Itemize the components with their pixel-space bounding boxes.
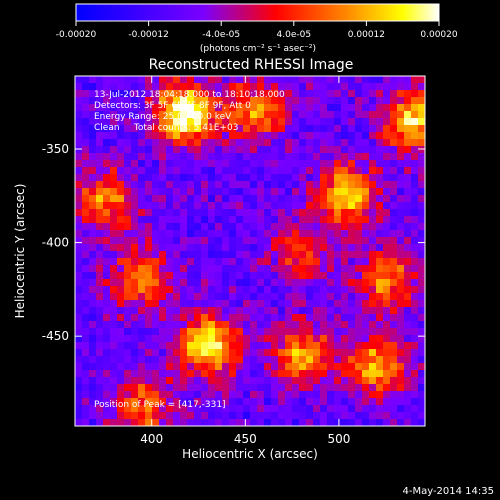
peak-position-label: Position of Peak = [417,-331] xyxy=(94,400,226,410)
x-tick-label: 400 xyxy=(140,432,163,446)
footer-date: 4-May-2014 14:35 xyxy=(402,486,494,497)
colorbar-tick-label: -0.00020 xyxy=(56,30,97,40)
colorbar-unit-label: (photons cm⁻² s⁻¹ asec⁻²) xyxy=(200,44,316,54)
info-line-energy: Energy Range: 25.0 - 50.0 keV xyxy=(94,112,232,122)
colorbar-ticks: -0.00020 -0.00012 -4.0e-05 4.0e-05 0.00012 0.… xyxy=(56,21,458,40)
info-line-detectors: Detectors: 3F 5F 6F 7F 8F 9F, Att 0 xyxy=(94,101,251,111)
y-tick-label: -450 xyxy=(42,329,69,343)
info-block: 13-Jul-2012 18:04:18.000 to 18:10:18.000… xyxy=(94,90,285,133)
colorbar-tick-label: 0.00012 xyxy=(348,30,385,40)
colorbar-tick-label: -0.00012 xyxy=(128,30,168,40)
info-line-time: 13-Jul-2012 18:04:18.000 to 18:10:18.000 xyxy=(94,90,285,100)
x-tick-label: 500 xyxy=(327,432,350,446)
heatmap-image xyxy=(75,76,425,426)
plot-frame xyxy=(74,75,426,427)
colorbar-tick-label: -4.0e-05 xyxy=(202,30,240,40)
colorbar-tick-label: 4.0e-05 xyxy=(277,30,312,40)
y-tick-label: -400 xyxy=(42,236,69,250)
chart-title: Reconstructed RHESSI Image xyxy=(149,57,354,73)
x-tick-label: 450 xyxy=(234,432,257,446)
axis-ticks: 400 450 500 -350 -400 -450 xyxy=(42,76,425,446)
y-axis-label: Heliocentric Y (arcsec) xyxy=(13,184,27,319)
x-axis-label: Heliocentric X (arcsec) xyxy=(182,447,318,461)
colorbar xyxy=(75,3,440,22)
colorbar-tick-label: 0.00020 xyxy=(420,30,457,40)
info-line-counts: Clean Total counts: 5.41E+03 xyxy=(94,123,238,133)
y-tick-label: -350 xyxy=(42,142,69,156)
heatmap-pixels xyxy=(75,76,425,426)
